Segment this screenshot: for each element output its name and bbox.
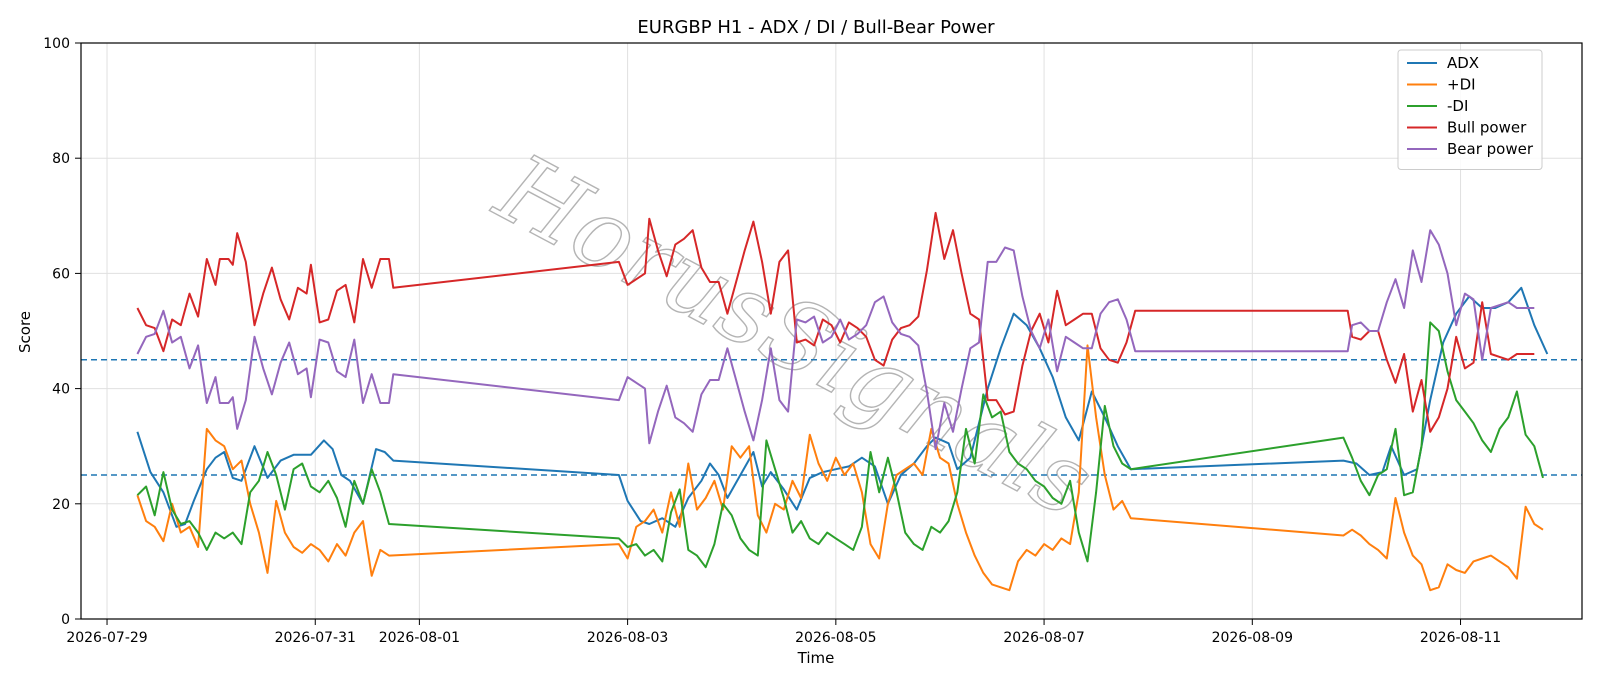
x-tick-label: 2026-08-05 bbox=[795, 630, 876, 646]
series-line-adx bbox=[136, 286, 1549, 528]
x-tick-label: 2026-08-03 bbox=[587, 630, 668, 646]
y-tick-label: 80 bbox=[52, 151, 70, 167]
reference-lines bbox=[81, 359, 1582, 476]
y-tick-label: 100 bbox=[43, 36, 70, 52]
series-line-di bbox=[136, 321, 1544, 569]
y-tick-label: 20 bbox=[52, 497, 70, 513]
x-tick-label: 2026-07-29 bbox=[66, 630, 147, 646]
legend-label: Bull power bbox=[1447, 119, 1527, 137]
legend-label: ADX bbox=[1447, 54, 1479, 72]
legend-label: -DI bbox=[1447, 97, 1468, 115]
x-tick-label: 2026-08-09 bbox=[1212, 630, 1293, 646]
x-tick-label: 2026-08-01 bbox=[379, 630, 460, 646]
legend-label: Bear power bbox=[1447, 140, 1534, 158]
legend-label: +DI bbox=[1447, 76, 1476, 94]
y-axis-title: Score bbox=[16, 311, 34, 353]
legend: ADX +DI -DI Bull power Bear power bbox=[1397, 49, 1543, 170]
plot-frame bbox=[80, 42, 1583, 620]
y-tick-label: 0 bbox=[61, 612, 70, 628]
y-axis-ticks: 0 20 40 60 80 100 bbox=[43, 36, 81, 628]
legend-box bbox=[1397, 49, 1543, 170]
series-line-bull-power bbox=[136, 211, 1535, 433]
x-tick-label: 2026-08-07 bbox=[1003, 630, 1084, 646]
series-line-bear-power bbox=[136, 229, 1535, 451]
series-line-di bbox=[136, 344, 1544, 592]
x-axis-title: Time bbox=[797, 649, 835, 667]
y-tick-label: 60 bbox=[52, 266, 70, 282]
chart-title: EURGBP H1 - ADX / DI / Bull-Bear Power bbox=[637, 17, 995, 38]
y-tick-label: 40 bbox=[52, 382, 70, 398]
series-lines bbox=[136, 211, 1549, 592]
x-tick-label: 2026-07-31 bbox=[275, 630, 356, 646]
x-axis-ticks: 2026-07-29 2026-07-31 2026-08-01 2026-08-03… bbox=[66, 619, 1501, 646]
x-tick-label: 2026-08-11 bbox=[1420, 630, 1501, 646]
